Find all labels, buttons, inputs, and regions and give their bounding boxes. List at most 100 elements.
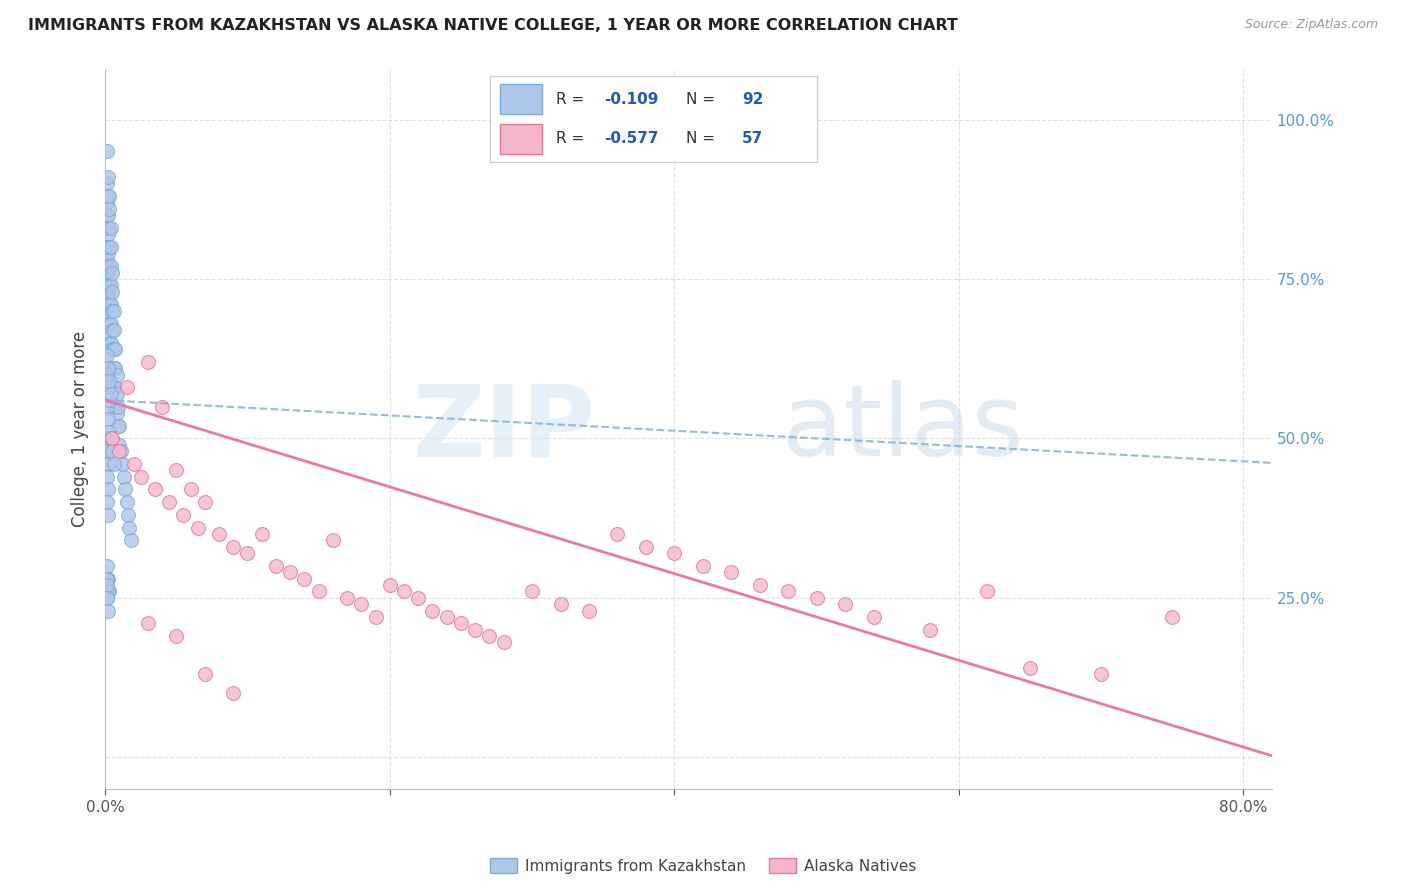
Point bbox=[222, 540, 245, 554]
Point bbox=[101, 431, 124, 445]
Point bbox=[97, 572, 120, 586]
Point bbox=[278, 566, 301, 580]
Point bbox=[96, 368, 118, 382]
Point bbox=[96, 400, 118, 414]
Point bbox=[97, 361, 120, 376]
Point bbox=[194, 495, 217, 509]
Point bbox=[120, 533, 142, 548]
Point bbox=[450, 616, 472, 631]
Point bbox=[550, 597, 572, 611]
Point bbox=[100, 221, 122, 235]
Point bbox=[98, 584, 121, 599]
Point bbox=[143, 483, 166, 497]
Point bbox=[464, 623, 486, 637]
Point bbox=[98, 297, 121, 311]
Point bbox=[97, 227, 120, 242]
Point bbox=[862, 610, 884, 624]
Point bbox=[748, 578, 770, 592]
Point bbox=[115, 380, 138, 394]
Point bbox=[136, 616, 159, 631]
Text: IMMIGRANTS FROM KAZAKHSTAN VS ALASKA NATIVE COLLEGE, 1 YEAR OR MORE CORRELATION : IMMIGRANTS FROM KAZAKHSTAN VS ALASKA NAT… bbox=[28, 18, 957, 33]
Point bbox=[111, 457, 134, 471]
Point bbox=[97, 208, 120, 222]
Point bbox=[97, 189, 120, 203]
Point bbox=[96, 578, 118, 592]
Point bbox=[112, 469, 135, 483]
Point bbox=[100, 386, 122, 401]
Point bbox=[96, 495, 118, 509]
Point bbox=[96, 195, 118, 210]
Point bbox=[98, 240, 121, 254]
Point bbox=[103, 457, 125, 471]
Point bbox=[96, 349, 118, 363]
Point bbox=[103, 323, 125, 337]
Point bbox=[96, 572, 118, 586]
Point bbox=[96, 240, 118, 254]
Point bbox=[98, 221, 121, 235]
Point bbox=[664, 546, 686, 560]
Point bbox=[104, 342, 127, 356]
Point bbox=[165, 463, 187, 477]
Legend: Immigrants from Kazakhstan, Alaska Natives: Immigrants from Kazakhstan, Alaska Nativ… bbox=[484, 852, 922, 880]
Point bbox=[98, 189, 121, 203]
Point bbox=[100, 259, 122, 273]
Point bbox=[172, 508, 194, 522]
Point bbox=[101, 323, 124, 337]
Point bbox=[236, 546, 259, 560]
Point bbox=[308, 584, 330, 599]
Point bbox=[103, 342, 125, 356]
Point bbox=[96, 591, 118, 605]
Point bbox=[1019, 661, 1042, 675]
Point bbox=[322, 533, 344, 548]
Point bbox=[103, 380, 125, 394]
Point bbox=[478, 629, 501, 643]
Point bbox=[1090, 667, 1112, 681]
Point bbox=[834, 597, 856, 611]
Point bbox=[101, 285, 124, 299]
Point bbox=[98, 317, 121, 331]
Point bbox=[105, 368, 128, 382]
Point bbox=[98, 425, 121, 439]
Point bbox=[100, 278, 122, 293]
Point bbox=[114, 483, 136, 497]
Point bbox=[101, 303, 124, 318]
Point bbox=[98, 278, 121, 293]
Point bbox=[778, 584, 800, 599]
Point bbox=[96, 431, 118, 445]
Point bbox=[129, 469, 152, 483]
Point bbox=[920, 623, 942, 637]
Text: Source: ZipAtlas.com: Source: ZipAtlas.com bbox=[1244, 18, 1378, 31]
Point bbox=[110, 444, 132, 458]
Point bbox=[96, 591, 118, 605]
Point bbox=[98, 374, 121, 388]
Point bbox=[406, 591, 429, 605]
Point bbox=[98, 259, 121, 273]
Point bbox=[97, 246, 120, 260]
Point bbox=[96, 469, 118, 483]
Point bbox=[96, 291, 118, 305]
Point bbox=[104, 380, 127, 394]
Point bbox=[97, 508, 120, 522]
Point bbox=[98, 393, 121, 408]
Point bbox=[107, 418, 129, 433]
Point bbox=[108, 418, 131, 433]
Point bbox=[97, 303, 120, 318]
Point bbox=[105, 386, 128, 401]
Point bbox=[97, 266, 120, 280]
Point bbox=[103, 303, 125, 318]
Point bbox=[100, 240, 122, 254]
Point bbox=[96, 208, 118, 222]
Point bbox=[96, 145, 118, 159]
Point bbox=[194, 667, 217, 681]
Point bbox=[187, 521, 209, 535]
Point bbox=[422, 604, 444, 618]
Point bbox=[96, 221, 118, 235]
Point bbox=[97, 444, 120, 458]
Point bbox=[250, 527, 273, 541]
Point bbox=[97, 285, 120, 299]
Point bbox=[976, 584, 998, 599]
Point bbox=[96, 177, 118, 191]
Point bbox=[165, 629, 187, 643]
Point bbox=[105, 406, 128, 420]
Point bbox=[108, 438, 131, 452]
